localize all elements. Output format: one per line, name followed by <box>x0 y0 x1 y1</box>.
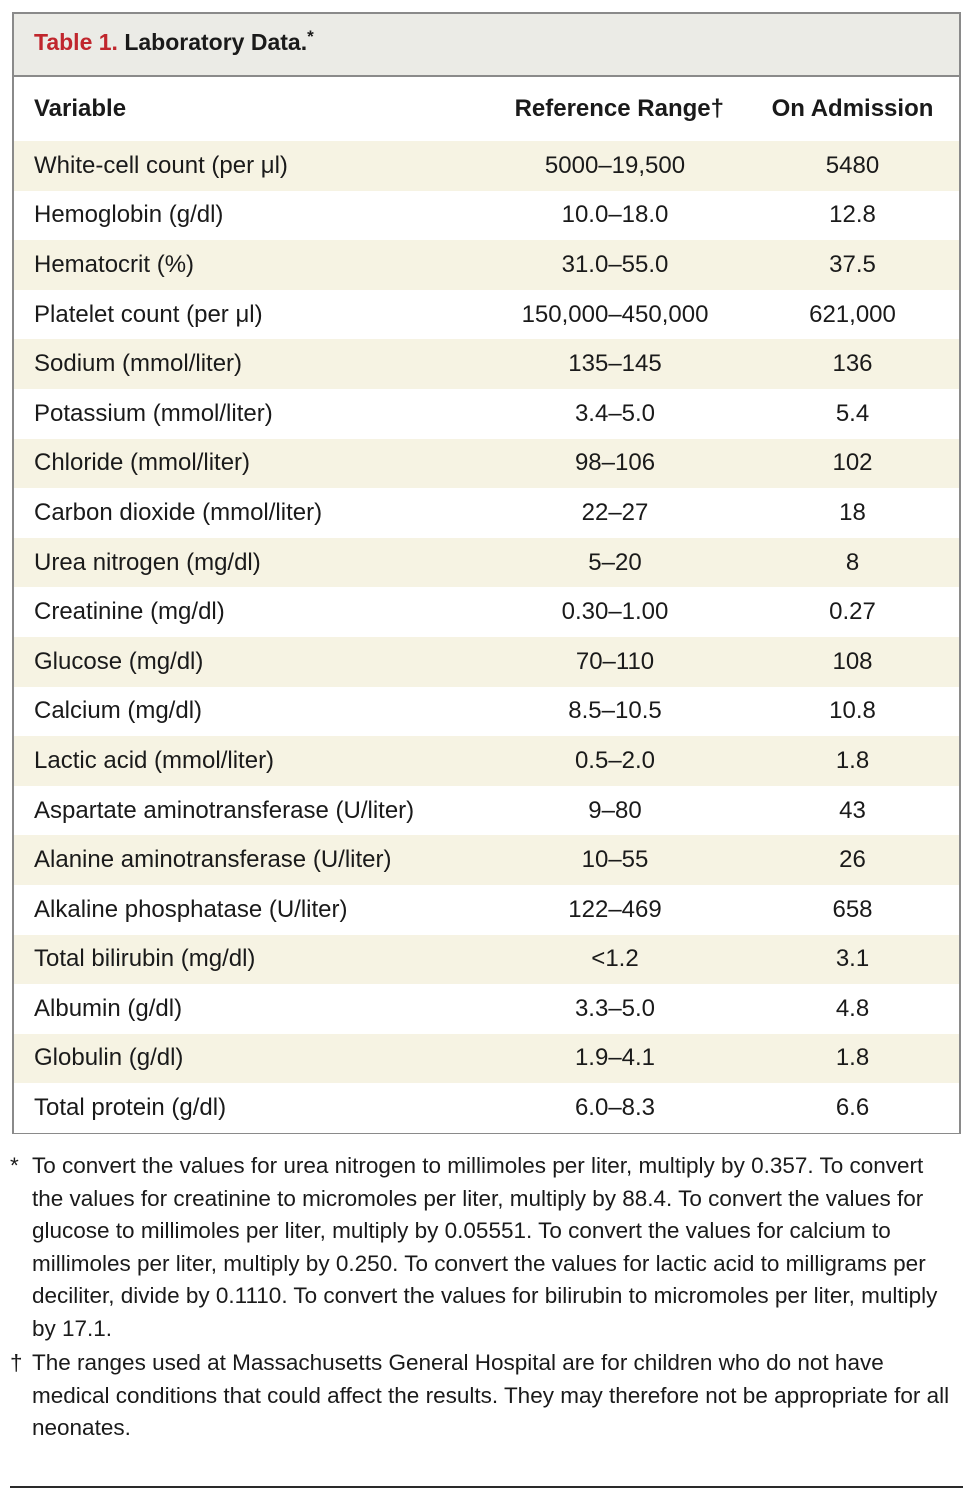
header-row: Variable Reference Range† On Admission <box>14 77 959 141</box>
cell-reference-range: <1.2 <box>591 945 639 973</box>
cell-reference-range: 150,000–450,000 <box>521 300 709 328</box>
cell-variable: Total protein (g/dl) <box>34 1094 227 1122</box>
table-row: Aspartate aminotransferase (U/liter) 9–80… <box>14 785 959 836</box>
cell-on-admission: 3.1 <box>835 945 870 973</box>
cell-on-admission: 6.6 <box>835 1094 870 1122</box>
cell-variable: Creatinine (mg/dl) <box>34 598 225 626</box>
cell-variable: Aspartate aminotransferase (U/liter) <box>34 796 415 824</box>
cell-reference-range: 31.0–55.0 <box>561 250 669 278</box>
cell-variable: White-cell count (per μl) <box>34 151 288 179</box>
cell-reference-range: 6.0–8.3 <box>574 1094 656 1122</box>
cell-variable: Chloride (mmol/liter) <box>34 449 251 477</box>
cell-on-admission: 37.5 <box>829 250 876 278</box>
table-row: Calcium (mg/dl) 8.5–10.5 10.8 <box>14 686 959 737</box>
cell-on-admission: 658 <box>832 895 873 923</box>
footnote-text: The ranges used at Massachusetts General… <box>32 1350 950 1440</box>
table-row: Hemoglobin (g/dl) 10.0–18.0 12.8 <box>14 190 959 241</box>
cell-reference-range: 1.9–4.1 <box>574 1044 656 1072</box>
cell-on-admission: 4.8 <box>835 994 870 1022</box>
cell-variable: Sodium (mmol/liter) <box>34 350 243 378</box>
cell-variable: Glucose (mg/dl) <box>34 647 204 675</box>
title-footnote-mark: * <box>307 27 314 46</box>
table-row: Globulin (g/dl) 1.9–4.1 1.8 <box>14 1033 959 1084</box>
cell-reference-range: 9–80 <box>588 796 642 824</box>
lab-data-table: Table 1. Laboratory Data.* Variable Refe… <box>12 12 961 1134</box>
footnote-text: To convert the values for urea nitrogen … <box>32 1153 938 1341</box>
data-table: Variable Reference Range† On Admission W… <box>14 77 959 1133</box>
cell-reference-range: 3.4–5.0 <box>574 399 656 427</box>
table-number: Table 1. <box>34 29 118 55</box>
table-title-text: Laboratory Data. <box>124 29 308 55</box>
table-row: Alanine aminotransferase (U/liter) 10–55 2… <box>14 835 959 885</box>
cell-reference-range: 70–110 <box>575 647 655 675</box>
cell-reference-range: 98–106 <box>574 449 656 477</box>
table-row: Sodium (mmol/liter) 135–145 136 <box>14 339 959 389</box>
cell-reference-range: 5–20 <box>588 548 642 576</box>
table-title: Table 1. Laboratory Data.* <box>14 14 959 77</box>
table-row: Hematocrit (%) 31.0–55.0 37.5 <box>14 240 959 290</box>
cell-reference-range: 135–145 <box>568 350 662 378</box>
bottom-rule <box>10 1486 963 1488</box>
cell-on-admission: 136 <box>832 350 873 378</box>
footnote-conversion: * To convert the values for urea nitroge… <box>10 1150 955 1345</box>
header-on-admission: On Admission <box>771 95 934 122</box>
table-row: Chloride (mmol/liter) 98–106 102 <box>14 438 959 489</box>
table-row: Urea nitrogen (mg/dl) 5–20 8 <box>14 537 959 588</box>
cell-variable: Total bilirubin (mg/dl) <box>34 945 256 973</box>
cell-on-admission: 12.8 <box>829 201 876 229</box>
cell-variable: Lactic acid (mmol/liter) <box>34 746 275 774</box>
cell-reference-range: 0.5–2.0 <box>574 746 656 774</box>
cell-on-admission: 102 <box>832 449 873 477</box>
footnote-ranges: † The ranges used at Massachusetts Gener… <box>10 1347 955 1445</box>
table-body: White-cell count (per μl) 5000–19,500 5480… <box>14 141 959 1133</box>
header-variable: Variable <box>34 95 127 122</box>
cell-on-admission: 108 <box>832 647 873 675</box>
cell-on-admission: 5480 <box>825 151 880 179</box>
cell-variable: Hematocrit (%) <box>34 250 195 278</box>
cell-reference-range: 22–27 <box>581 498 649 526</box>
cell-reference-range: 10–55 <box>581 846 649 874</box>
table-row: Total bilirubin (mg/dl) <1.2 3.1 <box>14 934 959 985</box>
cell-variable: Alanine aminotransferase (U/liter) <box>34 846 392 874</box>
cell-variable: Alkaline phosphatase (U/liter) <box>34 895 348 923</box>
table-row: Albumin (g/dl) 3.3–5.0 4.8 <box>14 984 959 1034</box>
footnotes: * To convert the values for urea nitroge… <box>10 1150 955 1447</box>
cell-reference-range: 0.30–1.00 <box>561 598 669 626</box>
cell-on-admission: 43 <box>839 796 866 824</box>
footnote-mark: * <box>10 1153 19 1178</box>
table-row: Potassium (mmol/liter) 3.4–5.0 5.4 <box>14 388 959 439</box>
table-row: Lactic acid (mmol/liter) 0.5–2.0 1.8 <box>14 736 959 786</box>
header-reference-range: Reference Range† <box>514 95 724 122</box>
cell-on-admission: 621,000 <box>809 300 896 328</box>
cell-reference-range: 5000–19,500 <box>544 151 686 179</box>
cell-reference-range: 122–469 <box>568 895 662 923</box>
cell-on-admission: 1.8 <box>835 1044 870 1072</box>
table-row: Alkaline phosphatase (U/liter) 122–469 658 <box>14 884 959 935</box>
cell-on-admission: 26 <box>839 846 866 874</box>
cell-variable: Calcium (mg/dl) <box>34 697 203 725</box>
cell-on-admission: 18 <box>839 498 866 526</box>
cell-on-admission: 8 <box>845 548 860 576</box>
table-row: Glucose (mg/dl) 70–110 108 <box>14 636 959 687</box>
cell-variable: Potassium (mmol/liter) <box>34 399 273 427</box>
table-row: Platelet count (per μl) 150,000–450,000 62… <box>14 289 959 340</box>
table-row: Carbon dioxide (mmol/liter) 22–27 18 <box>14 488 959 538</box>
table-row: Total protein (g/dl) 6.0–8.3 6.6 <box>14 1083 959 1133</box>
cell-on-admission: 10.8 <box>829 697 876 725</box>
cell-reference-range: 8.5–10.5 <box>568 697 662 725</box>
cell-variable: Carbon dioxide (mmol/liter) <box>34 498 323 526</box>
cell-variable: Urea nitrogen (mg/dl) <box>34 548 261 576</box>
cell-on-admission: 0.27 <box>829 598 876 626</box>
table-row: Creatinine (mg/dl) 0.30–1.00 0.27 <box>14 587 959 637</box>
cell-on-admission: 1.8 <box>835 746 870 774</box>
cell-reference-range: 10.0–18.0 <box>561 201 669 229</box>
footnote-mark: † <box>10 1350 23 1375</box>
cell-reference-range: 3.3–5.0 <box>574 994 656 1022</box>
cell-variable: Albumin (g/dl) <box>34 994 183 1022</box>
cell-variable: Globulin (g/dl) <box>34 1044 184 1072</box>
cell-variable: Platelet count (per μl) <box>34 300 263 328</box>
cell-variable: Hemoglobin (g/dl) <box>34 201 224 229</box>
table-row: White-cell count (per μl) 5000–19,500 5480 <box>14 141 959 191</box>
cell-on-admission: 5.4 <box>835 399 870 427</box>
